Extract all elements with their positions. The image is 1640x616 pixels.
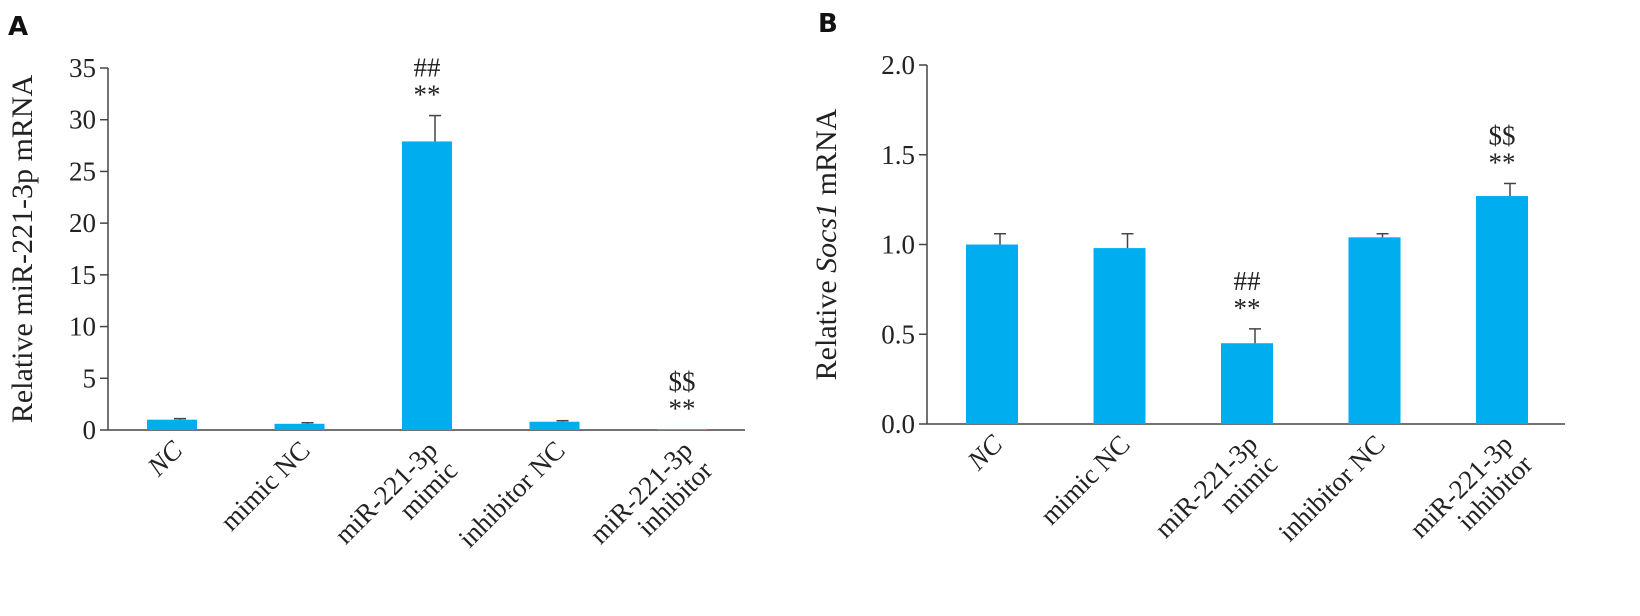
category-label-line: inhibitor NC xyxy=(452,435,570,553)
y-axis-label: Relative miR-221-3p mRNA xyxy=(6,75,39,424)
category-label: NC xyxy=(141,434,189,482)
category-label: miR-221-3pmimic xyxy=(329,435,464,570)
bar xyxy=(657,429,707,430)
bar xyxy=(147,419,197,430)
panel-a-label: A xyxy=(8,12,28,42)
y-axis-label-part: Socs1 xyxy=(810,203,843,273)
y-tick-label: 0.0 xyxy=(881,409,915,439)
bar xyxy=(402,141,452,431)
bar xyxy=(1093,248,1146,424)
bar xyxy=(1476,196,1528,424)
bar xyxy=(1348,237,1401,424)
y-tick-label: 30 xyxy=(69,105,96,135)
category-label-line: NC xyxy=(961,428,1009,476)
bar xyxy=(966,244,1018,424)
y-tick-label: 5 xyxy=(83,363,97,393)
y-tick-label: 1.0 xyxy=(881,230,915,260)
category-label: inhibitor NC xyxy=(1272,429,1390,547)
y-tick-label: 2.0 xyxy=(881,50,915,80)
panel-b-label: B xyxy=(818,9,838,39)
category-label: miR-221-3pinhibitor xyxy=(1404,429,1539,564)
category-label-line: NC xyxy=(141,434,189,482)
y-tick-label: 0 xyxy=(83,415,97,445)
significance-marker: $$ xyxy=(1489,120,1516,150)
bar xyxy=(274,423,325,430)
category-label: NC xyxy=(961,428,1009,476)
significance-marker: ** xyxy=(1489,147,1516,177)
y-axis-label-part: Relative xyxy=(810,273,843,380)
category-label: mimic NC xyxy=(1034,429,1135,530)
panel-a-chart: A 0 5 10 15 20 25 30 35 Relative miR-221-3p mRNA… xyxy=(6,12,745,570)
bar xyxy=(1221,343,1273,424)
y-tick-label: 20 xyxy=(69,208,96,238)
y-tick-label: 35 xyxy=(69,53,96,83)
significance-marker: ** xyxy=(1234,293,1261,323)
category-label: miR-221-3pinhibitor xyxy=(584,435,719,570)
category-label-line: inhibitor NC xyxy=(1272,429,1390,547)
significance-marker: ** xyxy=(669,393,696,423)
y-axis-label-part: mRNA xyxy=(810,108,843,203)
category-label: miR-221-3pmimic xyxy=(1149,429,1284,564)
significance-marker: ## xyxy=(414,53,442,83)
bar xyxy=(529,421,580,430)
category-label: inhibitor NC xyxy=(452,435,570,553)
significance-marker: $$ xyxy=(669,366,696,396)
y-tick-label: 15 xyxy=(69,260,96,290)
significance-marker: ** xyxy=(414,80,441,110)
y-tick-label: 0.5 xyxy=(881,319,915,349)
y-tick-label: 25 xyxy=(69,156,96,186)
category-label: mimic NC xyxy=(214,435,315,536)
significance-marker: ## xyxy=(1234,266,1262,296)
panel-b-chart: B 0.0 0.5 1.0 1.5 2.0 Relative Socs1 mRNA NC mi… xyxy=(810,9,1565,564)
y-axis-label: Relative Socs1 mRNA xyxy=(810,108,843,380)
y-tick-label: 1.5 xyxy=(881,140,915,170)
y-tick-label: 10 xyxy=(69,312,96,342)
category-label-line: mimic NC xyxy=(1034,429,1135,530)
category-label-line: mimic NC xyxy=(214,435,315,536)
